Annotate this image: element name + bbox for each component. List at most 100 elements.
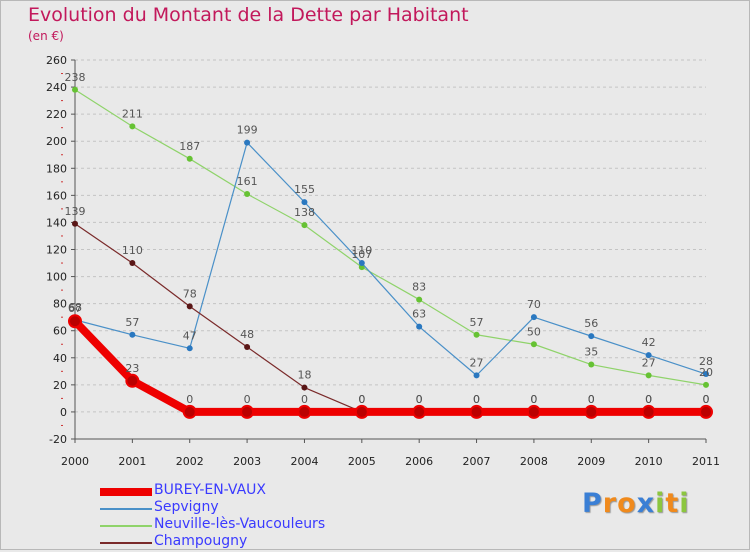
data-label-3-2: 78 xyxy=(183,287,197,300)
y-tick-label: 60 xyxy=(53,325,67,338)
data-label-3-1: 110 xyxy=(122,244,143,257)
series-line-0 xyxy=(71,317,710,416)
data-point-2-3 xyxy=(244,191,251,198)
x-tick-label: 2000 xyxy=(61,455,89,468)
x-tick-label: 2009 xyxy=(577,455,605,468)
data-label-0-3: 0 xyxy=(244,393,251,406)
data-point-0-1 xyxy=(125,373,140,388)
y-tick-label: 100 xyxy=(46,271,67,284)
data-point-0-11 xyxy=(699,404,713,419)
data-label-2-11: 20 xyxy=(699,366,713,379)
data-point-0-6 xyxy=(412,404,427,419)
data-point-2-9 xyxy=(588,361,595,368)
data-point-1-10 xyxy=(645,352,652,359)
data-point-2-6 xyxy=(416,296,423,303)
proxiti-logo: Proxiti xyxy=(582,488,690,519)
data-label-0-10: 0 xyxy=(645,393,652,406)
x-tick-label: 2004 xyxy=(290,455,318,468)
data-label-0-5: 0 xyxy=(358,393,365,406)
data-point-1-8 xyxy=(530,314,537,321)
data-label-1-3: 199 xyxy=(237,124,258,137)
data-point-3-1 xyxy=(129,260,136,267)
legend-swatch xyxy=(100,525,152,527)
data-label-3-11: 0 xyxy=(703,393,710,406)
y-tick-label: 220 xyxy=(46,108,67,121)
data-point-1-2 xyxy=(186,345,193,352)
data-label-3-0: 139 xyxy=(65,205,86,218)
data-point-2-2 xyxy=(186,155,193,162)
y-tick-label: 160 xyxy=(46,189,67,202)
data-label-0-8: 0 xyxy=(530,393,537,406)
x-tick-label: 2001 xyxy=(118,455,146,468)
axes: -200204060801001201401601802002202402602… xyxy=(46,54,720,468)
data-label-0-1: 23 xyxy=(125,362,139,375)
x-tick-label: 2006 xyxy=(405,455,433,468)
data-label-1-6: 63 xyxy=(412,308,426,321)
y-tick-label: 0 xyxy=(60,406,67,419)
data-point-2-8 xyxy=(530,341,537,348)
data-point-2-1 xyxy=(129,123,136,130)
data-label-3-9: 0 xyxy=(588,393,595,406)
data-point-3-4 xyxy=(301,384,308,391)
y-tick-label: 260 xyxy=(46,54,67,67)
data-point-3-2 xyxy=(186,303,193,310)
legend-swatch xyxy=(100,542,152,544)
data-label-1-9: 56 xyxy=(584,317,598,330)
x-tick-label: 2011 xyxy=(692,455,720,468)
chart-title: Evolution du Montant de la Dette par Hab… xyxy=(28,4,469,26)
series-line-2 xyxy=(74,89,707,386)
x-tick-label: 2010 xyxy=(635,455,663,468)
x-tick-label: 2007 xyxy=(463,455,491,468)
y-tick-label: 120 xyxy=(46,244,67,257)
series-line-1 xyxy=(74,141,707,376)
series-layer xyxy=(68,86,713,419)
data-label-3-6: 0 xyxy=(416,393,423,406)
data-label-2-6: 83 xyxy=(412,281,426,294)
data-label-1-0: 68 xyxy=(68,301,82,314)
data-point-1-4 xyxy=(301,199,308,206)
data-point-0-9 xyxy=(584,404,599,419)
data-label-0-2: 0 xyxy=(186,393,193,406)
data-point-1-3 xyxy=(244,139,251,146)
series-line-3 xyxy=(74,223,707,413)
legend-swatch xyxy=(100,488,152,496)
data-labels: 238 211 187 161 138 107 83 57 50 35 27 20 68 57 47 199 1… xyxy=(65,71,714,406)
data-label-2-8: 50 xyxy=(527,325,541,338)
y-tick-label: -20 xyxy=(49,433,67,446)
data-label-3-10: 0 xyxy=(645,393,652,406)
grid-lines xyxy=(75,59,706,440)
legend-label: Sepvigny xyxy=(154,499,219,515)
data-point-3-0 xyxy=(72,220,78,227)
y-tick-label: 20 xyxy=(53,379,67,392)
data-label-3-3: 48 xyxy=(240,328,254,341)
y-tick-label: 80 xyxy=(53,298,67,311)
data-label-2-2: 187 xyxy=(179,140,200,153)
data-label-2-5: 107 xyxy=(351,248,372,261)
data-label-1-11: 28 xyxy=(699,355,713,368)
legend-swatch xyxy=(100,508,152,510)
data-point-1-9 xyxy=(588,333,595,340)
data-point-1-1 xyxy=(129,331,136,338)
data-label-3-4: 18 xyxy=(297,369,311,382)
y-tick-label: 200 xyxy=(46,135,67,148)
y-tick-label: 40 xyxy=(53,352,67,365)
chart-subtitle: (en €) xyxy=(28,29,64,43)
data-point-0-8 xyxy=(526,404,541,419)
data-point-0-4 xyxy=(297,404,312,419)
data-point-2-7 xyxy=(473,331,480,338)
data-label-0-9: 0 xyxy=(588,393,595,406)
data-point-2-11 xyxy=(703,381,709,388)
data-label-2-0: 238 xyxy=(65,71,86,84)
data-point-2-4 xyxy=(301,222,308,229)
data-label-2-4: 138 xyxy=(294,206,315,219)
data-label-0-6: 0 xyxy=(416,393,423,406)
data-point-2-0 xyxy=(72,86,78,93)
x-tick-label: 2008 xyxy=(520,455,548,468)
data-point-0-3 xyxy=(240,404,255,419)
data-label-1-5: 110 xyxy=(351,244,372,257)
data-point-0-5 xyxy=(354,404,369,419)
data-label-1-1: 57 xyxy=(125,316,139,329)
data-point-1-7 xyxy=(473,372,480,379)
data-label-1-2: 47 xyxy=(183,329,197,342)
